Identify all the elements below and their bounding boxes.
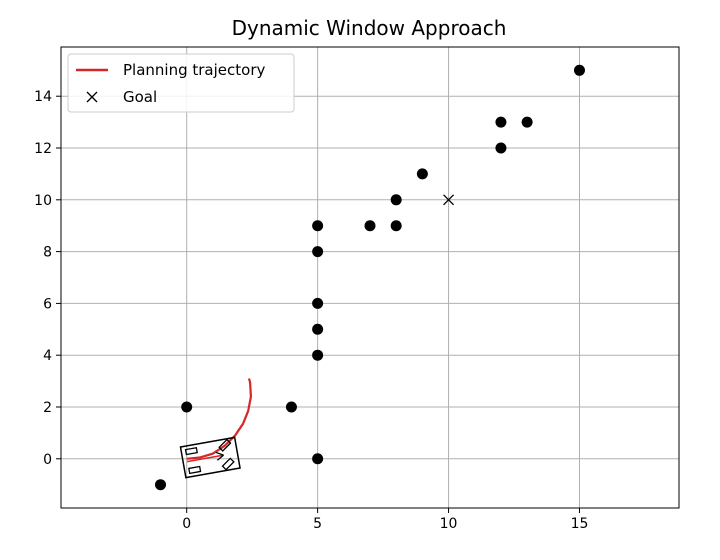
y-tick-label: 4 [43,348,52,364]
grid [61,47,679,508]
obstacle-point [312,453,324,465]
robot-wheel [188,465,202,475]
robot-wheel [218,438,232,452]
legend-goal-marker [86,91,98,103]
x-tick-label: 15 [571,516,589,532]
y-tick-label: 0 [43,452,52,468]
y-tick-label: 10 [34,193,52,209]
y-tick-label: 2 [43,400,52,416]
obstacle-point [416,168,428,180]
obstacle-point [312,246,324,258]
plot-data [155,64,585,491]
robot-wheel [184,446,198,456]
x-tick-label: 0 [182,516,191,532]
obstacle-point [312,297,324,309]
obstacle-point [312,323,324,335]
obstacle-point [573,64,585,76]
robot-wheel [221,457,235,471]
legend: Planning trajectory Goal [67,53,295,113]
obstacle-point [285,401,297,413]
axis-ticks: 0 5 10 15 0 2 4 6 8 10 12 14 [34,89,588,532]
y-tick-label: 12 [34,141,52,157]
legend-goal-x [86,91,98,103]
obstacle-point [312,349,324,361]
y-tick-label: 14 [34,89,52,105]
obstacle-point [390,194,402,206]
plot-frame [60,46,680,509]
robot-heading-arrow [186,451,224,463]
planning-trajectory-line [186,378,253,460]
x-tick-label: 5 [313,516,322,532]
robot-body [179,436,241,479]
obstacle-point [181,401,193,413]
y-tick-label: 8 [43,245,52,261]
legend-goal-label: Goal [123,88,157,106]
chart-title: Dynamic Window Approach [232,16,507,40]
obstacle-point [495,116,507,128]
obstacle-point [312,220,324,232]
obstacle-point [155,479,167,491]
legend-box [67,53,295,113]
robot-vehicle [179,436,241,479]
obstacle-point [390,220,402,232]
legend-trajectory-label: Planning trajectory [123,61,265,79]
goal-marker [443,194,455,206]
obstacle-point [364,220,376,232]
obstacle-point [521,116,533,128]
x-tick-label: 10 [440,516,458,532]
obstacle-point [495,142,507,154]
y-tick-label: 6 [43,296,52,312]
